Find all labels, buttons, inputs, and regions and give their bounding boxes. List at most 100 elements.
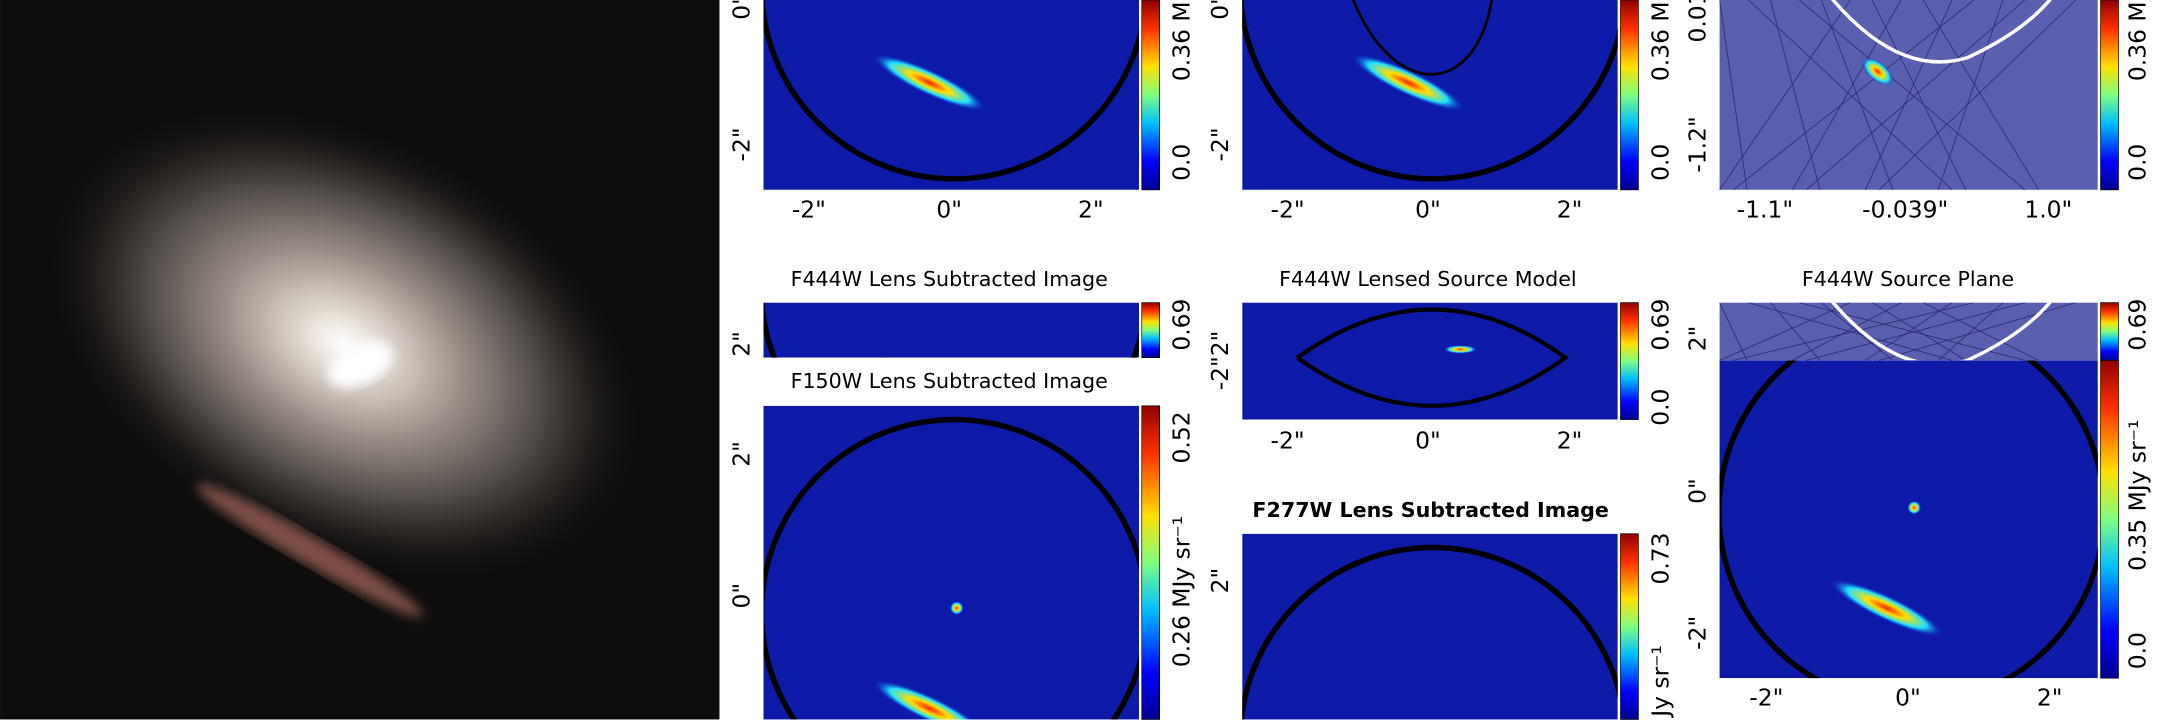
x-tick-label: 0" (1895, 684, 1921, 712)
lensed-arc (1830, 579, 1944, 637)
voronoi-edge (1937, 0, 2004, 190)
y-tick-label: 0" (727, 0, 755, 20)
mask-edge (763, 0, 1140, 182)
colorbar-label: 0.36 M (1168, 1, 1196, 81)
x-tick-label: 0" (936, 195, 962, 223)
panel: F444W Lensed Source Model -2"2" -2" 0" 2" 0.0… (1206, 267, 1674, 454)
colorbar (1141, 405, 1161, 720)
voronoi-edge (1719, 302, 1851, 361)
colorbar (1620, 0, 1639, 191)
colorbar-label: 0.36 M (2124, 1, 2152, 81)
panel-title: F444W Lens Subtracted Image (791, 267, 1108, 291)
mask-edge (1242, 0, 1618, 182)
voronoi-edge (1733, 302, 1975, 361)
voronoi-edge (1799, 0, 2026, 190)
image (1719, 0, 2098, 190)
voronoi-edge (1770, 302, 1821, 361)
colorbar-label: 0.52 (1168, 411, 1196, 463)
mask-edge (763, 416, 1140, 720)
counter-image (949, 601, 964, 615)
colorbar-label: 0.0 (2124, 632, 2152, 669)
colorbar-label: 0.0 (1168, 144, 1196, 181)
voronoi-edge (1864, 0, 1953, 190)
colorbar-label: 0.36 M (1646, 1, 1674, 81)
x-tick-label: 0" (1415, 426, 1441, 454)
voronoi-edge (1871, 0, 1967, 190)
voronoi-edge (1719, 0, 1748, 190)
voronoi-edge (1878, 0, 2077, 190)
voronoi-edge (1719, 0, 1851, 190)
x-tick-label: 2" (1557, 426, 1583, 454)
voronoi-edge (1792, 0, 1902, 190)
colorbar-label: 0.35 MJy sr⁻¹ (2124, 420, 2152, 571)
colorbar-label: 0.69 (1168, 299, 1196, 351)
panel-title: F150W Lens Subtracted Image (791, 369, 1108, 393)
voronoi-edge (1805, 0, 2026, 190)
panel: F444W Lens Subtracted Image 2" 0.69 (727, 267, 1196, 359)
colorbar-label: 0.69 (1646, 299, 1674, 351)
voronoi-edge (1792, 302, 1902, 361)
voronoi-edge (1719, 302, 1748, 361)
mask-edge (1296, 307, 1569, 408)
y-tick-label: 0" (1206, 0, 1234, 20)
y-tick-label: 0" (727, 583, 755, 609)
voronoi-edge (1937, 302, 2004, 361)
galaxy-photo (0, 0, 720, 720)
voronoi-edge (1770, 0, 1821, 190)
voronoi-edge (1872, 302, 1966, 361)
critical-curve (1336, 0, 1496, 76)
x-tick-label: -2" (1749, 684, 1783, 712)
colorbar-label: Jy sr⁻¹ (1646, 645, 1674, 719)
colorbar-label: 0.0 (1646, 389, 1674, 426)
x-tick-label: -0.039" (1862, 195, 1948, 223)
image-bg (1242, 533, 1618, 720)
y-tick-label: 2" (727, 441, 755, 467)
colorbar (1620, 533, 1639, 720)
image-bg (763, 302, 1140, 358)
colorbar (2100, 0, 2119, 191)
arc (1443, 345, 1477, 354)
panel: F150W Lens Subtracted Image 2" 0" 0.52 0.26 … (727, 369, 1196, 720)
lensed-arc (872, 54, 986, 112)
colorbar (1141, 302, 1161, 359)
image (763, 405, 1140, 720)
lensed-arc (872, 679, 986, 720)
voronoi-edge (1806, 302, 2026, 361)
image (1242, 302, 1618, 420)
colorbar (1620, 302, 1639, 420)
y-tick-label: -2" (727, 127, 755, 161)
source-blob (1861, 57, 1894, 86)
y-tick-label: 2" (1683, 326, 1711, 352)
colorbar-label: 0.26 MJy sr⁻¹ (1168, 516, 1196, 667)
voronoi-edge (1748, 0, 1953, 190)
plot-panels: 0" -2" -2" 0" 2" 0.0 0.36 M 0" -2" -2" 0" 2" 0.0 0.36… (727, 0, 2152, 720)
mask-edge (1242, 544, 1618, 720)
panel: 0.01 -1.2" -1.1" -0.039" 1.0" 0.0 0.36 M (1683, 0, 2152, 223)
y-tick-label: -2" (1683, 616, 1711, 650)
voronoi-edge (1922, 302, 2039, 361)
y-tick-label: -2"2" (1206, 331, 1234, 391)
x-tick-label: -2" (1271, 426, 1305, 454)
x-tick-label: -2" (1271, 195, 1305, 223)
voronoi-edge (1733, 0, 1975, 190)
panel: 0" -2" -2" 0" 2" 0.0 0.36 M (727, 0, 1196, 223)
y-tick-label: -1.2" (1683, 116, 1711, 172)
image (1242, 0, 1618, 190)
x-tick-label: 0" (1415, 195, 1441, 223)
caustic (1830, 302, 2052, 361)
y-tick-label: 2" (1206, 568, 1234, 594)
lensed-arc (1351, 54, 1465, 112)
x-tick-label: 2" (2037, 684, 2063, 712)
image-bg (1719, 360, 2098, 679)
y-tick-label: 0.01 (1683, 0, 1711, 43)
panel: 0" -2" -2" 0" 2" 0.0 0.36 M (1206, 0, 1674, 223)
image (763, 302, 1140, 358)
voronoi-edge (1748, 302, 1953, 361)
colorbar-label: 0.69 (2124, 299, 2152, 351)
voronoi-edge (1865, 302, 1953, 361)
caustic (1830, 0, 2052, 64)
colorbar-label: 0.0 (1646, 144, 1674, 181)
y-tick-label: -2" (1206, 127, 1234, 161)
